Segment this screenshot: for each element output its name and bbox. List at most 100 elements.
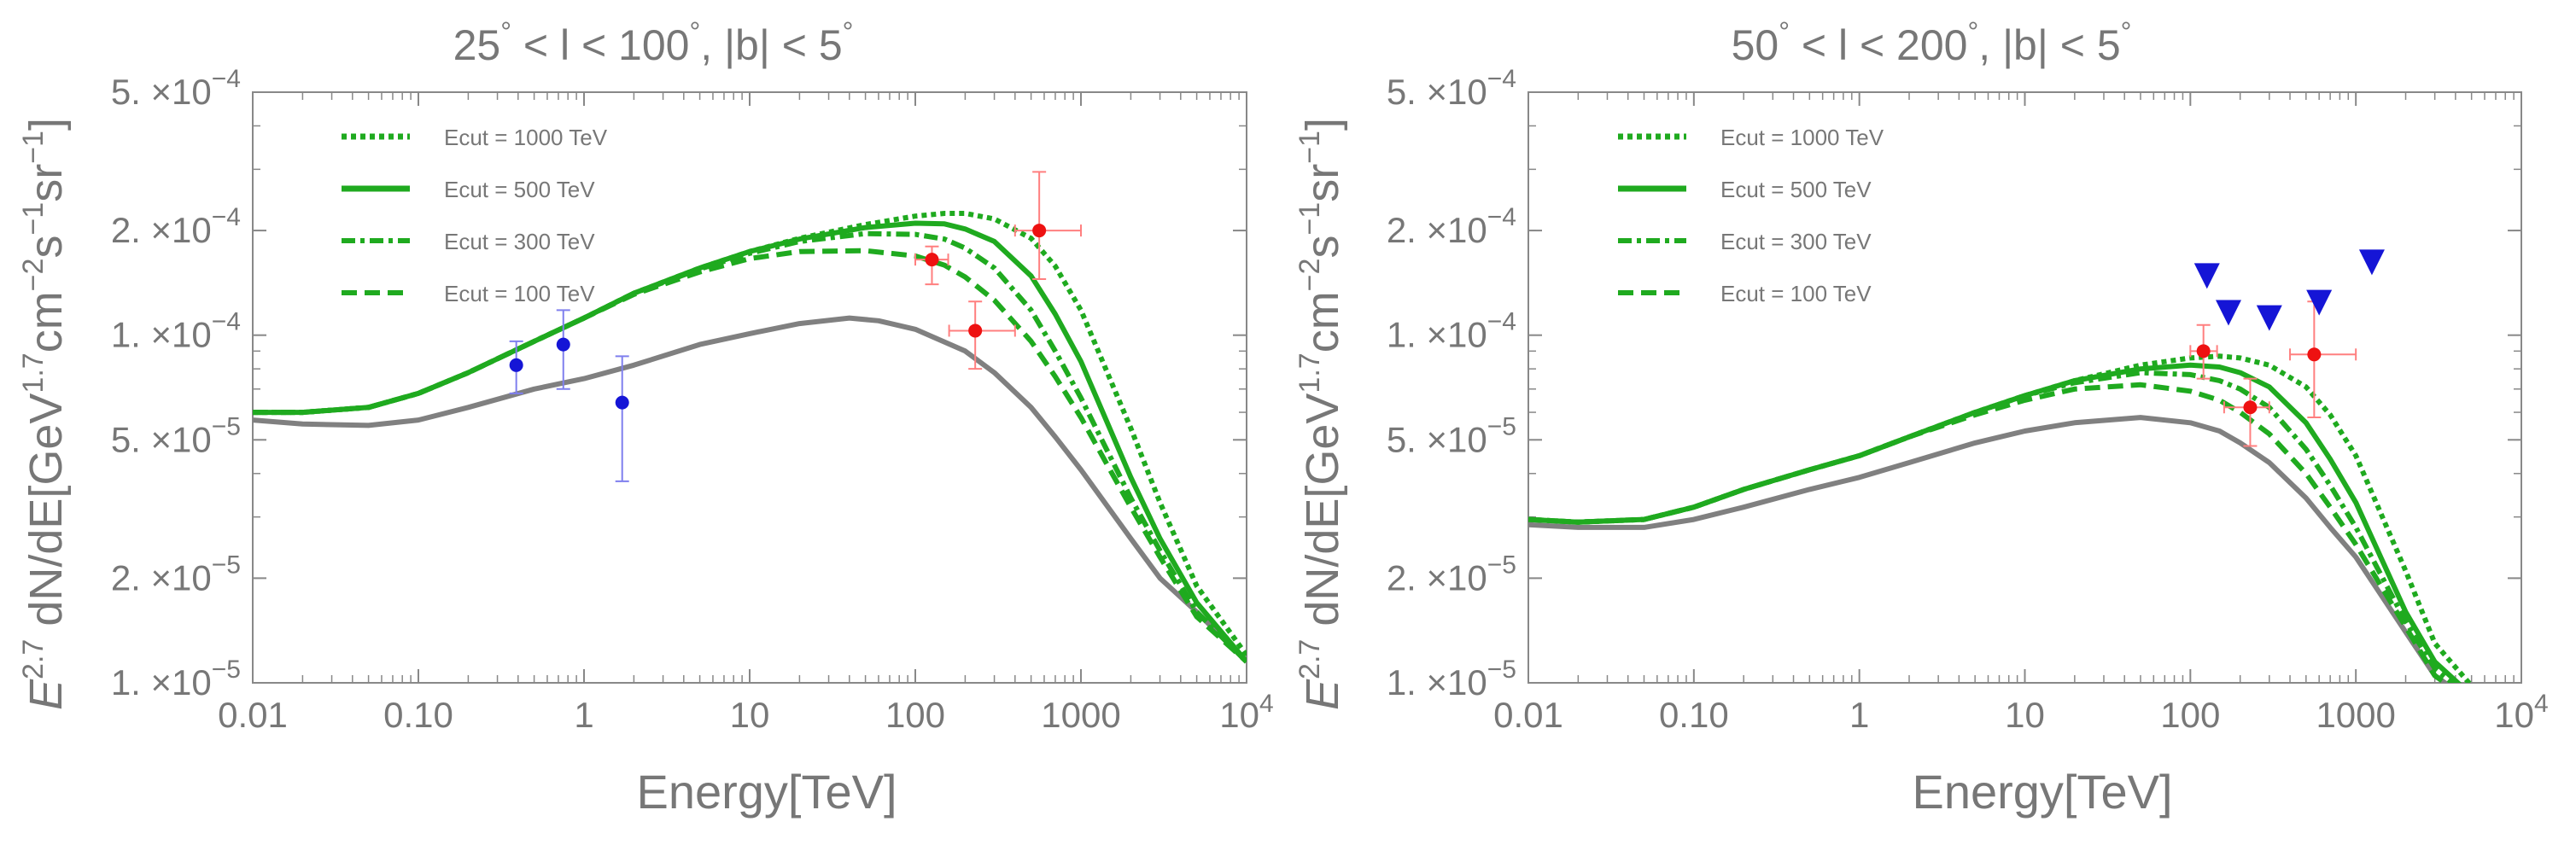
x-tick-label-text: 1 bbox=[574, 695, 593, 735]
x-tick-label: 100 bbox=[885, 695, 945, 735]
y-tick-label-exp: −4 bbox=[1487, 203, 1516, 231]
x-tick-label-text: 0.10 bbox=[383, 695, 453, 735]
y-tick-label: 5. ×10−4 bbox=[1387, 65, 1516, 112]
legend-item: Ecut = 500 TeV bbox=[342, 177, 595, 202]
x-tick-label-text: 10 bbox=[730, 695, 770, 735]
data-point-group bbox=[2223, 377, 2270, 447]
x-tick-label: 104 bbox=[1219, 690, 1273, 735]
y-tick-label-mantissa: 1. ×10 bbox=[111, 662, 212, 702]
legend-item: Ecut = 100 TeV bbox=[342, 281, 595, 306]
data-point-red bbox=[2307, 347, 2322, 362]
legend-item: Ecut = 1000 TeV bbox=[342, 125, 608, 150]
y-tick-label-exp: −4 bbox=[212, 308, 241, 336]
x-tick-label: 10 bbox=[2005, 695, 2045, 735]
data-point-red bbox=[1032, 224, 1047, 238]
y-tick-label: 1. ×10−4 bbox=[111, 308, 241, 355]
chart-left: 25° < l < 100°, |b| < 5° E2.7 dN/dE[GeV1… bbox=[17, 16, 1274, 819]
chart-left-x-label: Energy[TeV] bbox=[636, 765, 897, 819]
y-tick-label-mantissa: 2. ×10 bbox=[111, 557, 212, 597]
x-tick-label: 0.01 bbox=[218, 695, 288, 735]
x-tick-label-exp: 4 bbox=[1259, 690, 1274, 718]
legend-label: Ecut = 300 TeV bbox=[444, 229, 595, 254]
chart-right-legend: Ecut = 1000 TeV Ecut = 500 TeV Ecut = 30… bbox=[1618, 125, 1884, 306]
upper-limit-marker bbox=[2256, 305, 2282, 331]
chart-left-legend: Ecut = 1000 TeV Ecut = 500 TeV Ecut = 30… bbox=[342, 125, 608, 306]
upper-limit-marker bbox=[2306, 289, 2333, 316]
x-tick-label-text: 0.01 bbox=[218, 695, 288, 735]
y-tick-label-mantissa: 5. ×10 bbox=[111, 72, 212, 112]
y-tick-label: 2. ×10−5 bbox=[1387, 551, 1516, 597]
chart-right-title: 50° < l < 200°, |b| < 5° bbox=[1732, 16, 2132, 69]
chart-right-x-label: Energy[TeV] bbox=[1912, 765, 2172, 819]
y-tick-label-mantissa: 2. ×10 bbox=[1387, 210, 1487, 250]
x-tick-label: 0.01 bbox=[1493, 695, 1563, 735]
y-tick-label-exp: −5 bbox=[1487, 551, 1516, 579]
upper-limit-marker bbox=[2216, 300, 2242, 326]
data-point-group bbox=[2189, 323, 2218, 380]
y-tick-label-mantissa: 1. ×10 bbox=[111, 315, 212, 355]
x-tick-label: 100 bbox=[2160, 695, 2220, 735]
chart-left-title: 25° < l < 100°, |b| < 5° bbox=[453, 16, 854, 69]
series-line-background bbox=[253, 315, 1247, 664]
x-tick-label-text: 1000 bbox=[2316, 695, 2395, 735]
upper-limit-marker bbox=[2193, 263, 2220, 289]
x-tick-label-text: 100 bbox=[885, 695, 945, 735]
y-tick-label: 1. ×10−4 bbox=[1387, 308, 1516, 355]
y-tick-label-exp: −5 bbox=[212, 412, 241, 440]
y-tick-label-mantissa: 1. ×10 bbox=[1387, 315, 1487, 355]
y-tick-label-exp: −5 bbox=[212, 656, 241, 684]
data-point-red bbox=[2243, 400, 2258, 415]
x-tick-label: 10 bbox=[730, 695, 770, 735]
y-tick-label-mantissa: 5. ×10 bbox=[111, 419, 212, 459]
legend-item: Ecut = 500 TeV bbox=[1618, 177, 1872, 202]
chart-right-curves bbox=[1528, 353, 2473, 683]
series-line-dashed bbox=[253, 248, 1247, 664]
chart-right-y-label: E2.7 dN/dE[GeV1.7cm−2s−1sr−1] bbox=[1294, 118, 1348, 710]
x-tick-label-text: 10 bbox=[2005, 695, 2045, 735]
y-tick-label-mantissa: 2. ×10 bbox=[111, 210, 212, 250]
y-tick-label: 5. ×10−4 bbox=[111, 65, 241, 112]
x-tick-label-text: 0.10 bbox=[1659, 695, 1729, 735]
y-tick-label-exp: −5 bbox=[212, 551, 241, 579]
series-line-dashdot bbox=[1528, 370, 2456, 683]
y-tick-label: 1. ×10−5 bbox=[111, 656, 241, 702]
plot-frame bbox=[252, 91, 1247, 684]
data-point-group bbox=[509, 340, 523, 394]
y-tick-label: 2. ×10−4 bbox=[111, 203, 241, 250]
legend-label: Ecut = 500 TeV bbox=[444, 177, 595, 202]
x-tick-label: 1 bbox=[1849, 695, 1869, 735]
y-tick-label-exp: −4 bbox=[212, 203, 241, 231]
data-point-group bbox=[2289, 300, 2357, 419]
data-point-red bbox=[2196, 344, 2211, 358]
chart-right-points bbox=[2189, 249, 2385, 447]
y-tick-label-mantissa: 2. ×10 bbox=[1387, 557, 1487, 597]
upper-limit-marker bbox=[2358, 249, 2385, 276]
legend-item: Ecut = 300 TeV bbox=[342, 229, 595, 254]
chart-right-frame bbox=[1527, 91, 2522, 684]
chart-left-curves bbox=[253, 211, 1247, 664]
chart-right: 50° < l < 200°, |b| < 5° E2.7 dN/dE[GeV1… bbox=[1294, 16, 2549, 819]
y-tick-label-mantissa: 5. ×10 bbox=[1387, 419, 1487, 459]
legend-item: Ecut = 300 TeV bbox=[1618, 229, 1872, 254]
x-tick-label: 0.10 bbox=[1659, 695, 1729, 735]
data-point-group bbox=[948, 300, 1016, 370]
legend-label: Ecut = 100 TeV bbox=[1720, 281, 1872, 306]
series-line-dashdot bbox=[253, 230, 1247, 664]
y-tick-label-mantissa: 1. ×10 bbox=[1387, 662, 1487, 702]
legend-item: Ecut = 1000 TeV bbox=[1618, 125, 1884, 150]
legend-label: Ecut = 100 TeV bbox=[444, 281, 595, 306]
series-line-dashed bbox=[1528, 382, 2450, 683]
series-line-dotted bbox=[253, 211, 1247, 657]
y-tick-label: 2. ×10−5 bbox=[111, 551, 241, 597]
x-tick-label: 0.10 bbox=[383, 695, 453, 735]
x-tick-label: 104 bbox=[2494, 690, 2548, 735]
legend-item: Ecut = 100 TeV bbox=[1618, 281, 1872, 306]
y-tick-label: 2. ×10−4 bbox=[1387, 203, 1516, 250]
legend-label: Ecut = 500 TeV bbox=[1720, 177, 1872, 202]
plot-frame bbox=[1527, 91, 2522, 684]
data-point-group bbox=[914, 245, 949, 286]
data-point-red bbox=[925, 253, 939, 267]
data-point-blue bbox=[509, 358, 523, 372]
x-tick-label-text: 10 bbox=[1219, 695, 1259, 735]
